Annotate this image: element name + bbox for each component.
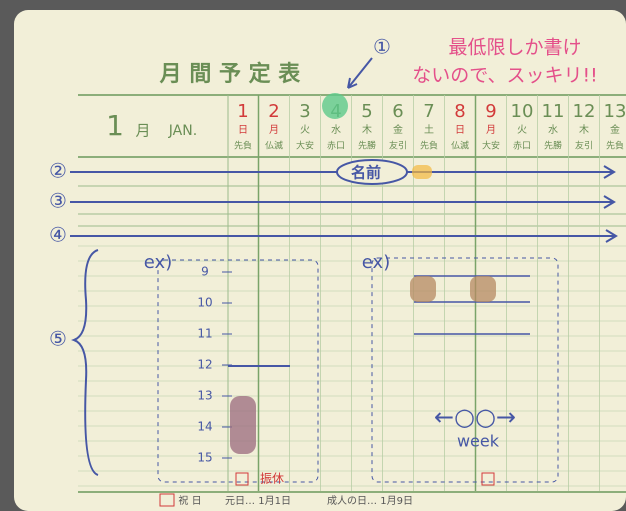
note-line2: ないので、スッキリ!! xyxy=(412,65,597,87)
hour: 9 xyxy=(201,265,209,279)
day-number: 8 xyxy=(454,101,465,122)
weekday: 日 xyxy=(238,125,248,136)
rokuyo: 先負 xyxy=(606,140,624,152)
highlight xyxy=(322,93,348,119)
marker-4: ④ xyxy=(49,223,67,247)
weekday: 月 xyxy=(269,124,279,136)
name-bubble xyxy=(336,159,408,185)
day-number: 7 xyxy=(423,101,434,122)
sticker xyxy=(470,276,496,302)
paper xyxy=(14,10,626,511)
marker-2: ② xyxy=(49,159,67,183)
brace xyxy=(71,249,99,476)
month-en: JAN. xyxy=(168,123,197,139)
day-number: 1 xyxy=(237,101,248,122)
rokuyo: 先勝 xyxy=(358,140,376,152)
weekday: 金 xyxy=(610,123,620,136)
rokuyo: 赤口 xyxy=(327,141,345,152)
rokuyo: 大安 xyxy=(482,140,500,152)
day-number: 3 xyxy=(299,101,310,122)
title: 月 間 予 定 表 xyxy=(159,61,302,87)
name: 名前 xyxy=(351,164,381,182)
holiday-box xyxy=(159,493,175,507)
holidays-label: 祝 日 xyxy=(178,494,201,507)
columns: 1日先負2月仏滅3火大安4水赤口5木先勝6金友引7土先負8日仏滅9月大安10火赤… xyxy=(227,95,626,492)
example-left: ex) xyxy=(144,252,172,273)
day-number: 6 xyxy=(392,101,403,122)
day-number: 5 xyxy=(361,101,372,122)
marker-5: ⑤ xyxy=(49,327,67,351)
week-range: ←○○→ xyxy=(434,403,516,431)
weekday: 水 xyxy=(548,124,558,136)
hour: 11 xyxy=(197,327,212,341)
rokuyo: 大安 xyxy=(296,140,314,152)
example-right: ex) xyxy=(362,252,390,273)
weekday: 日 xyxy=(455,125,465,136)
weekday: 土 xyxy=(424,123,434,136)
day-number: 13 xyxy=(604,101,626,122)
day-number: 11 xyxy=(542,101,565,122)
rokuyo: 先負 xyxy=(234,140,252,152)
month-kanji: 月 xyxy=(135,122,150,140)
substitute-holiday: 振休 xyxy=(260,472,284,486)
day-number: 10 xyxy=(511,101,534,122)
marker-1: ① xyxy=(373,35,391,59)
sticker xyxy=(410,276,436,302)
rokuyo: 仏滅 xyxy=(451,140,469,152)
block xyxy=(230,396,256,454)
marker-3: ③ xyxy=(49,189,67,213)
weekday: 火 xyxy=(300,124,310,136)
holiday-2: 成人の日… 1月9日 xyxy=(327,495,413,507)
weekday: 月 xyxy=(486,124,496,136)
weekday: 金 xyxy=(393,123,403,136)
hour: 13 xyxy=(197,389,212,403)
weekday: 水 xyxy=(331,124,341,136)
day-number: 12 xyxy=(573,101,596,122)
note-line1: 最低限しか書け xyxy=(448,37,581,59)
arrow xyxy=(347,57,373,89)
day-number: 9 xyxy=(485,101,496,122)
month-number: 1 xyxy=(106,109,124,142)
frame xyxy=(157,259,319,483)
day-number: 2 xyxy=(268,101,279,122)
hours: 9 10 11 12 13 14 15 xyxy=(197,265,232,465)
rokuyo: 友引 xyxy=(389,140,407,152)
sticker xyxy=(412,165,432,179)
hour: 15 xyxy=(197,451,212,465)
weekday: 木 xyxy=(579,124,589,136)
week: week xyxy=(457,432,500,451)
holiday-1: 元日… 1月1日 xyxy=(225,495,291,507)
rokuyo: 赤口 xyxy=(513,141,531,152)
rokuyo: 先勝 xyxy=(544,140,562,152)
hour: 10 xyxy=(197,296,212,310)
rows xyxy=(78,185,626,487)
weekday: 火 xyxy=(517,124,527,136)
rokuyo: 友引 xyxy=(575,140,593,152)
frame xyxy=(371,257,559,483)
holiday-box xyxy=(235,472,249,486)
rokuyo: 先負 xyxy=(420,140,438,152)
weekday: 木 xyxy=(362,124,372,136)
rokuyo: 仏滅 xyxy=(265,140,283,152)
lines xyxy=(414,275,530,335)
hour: 14 xyxy=(197,420,212,434)
hour: 12 xyxy=(197,358,212,372)
holiday-box xyxy=(481,472,495,486)
